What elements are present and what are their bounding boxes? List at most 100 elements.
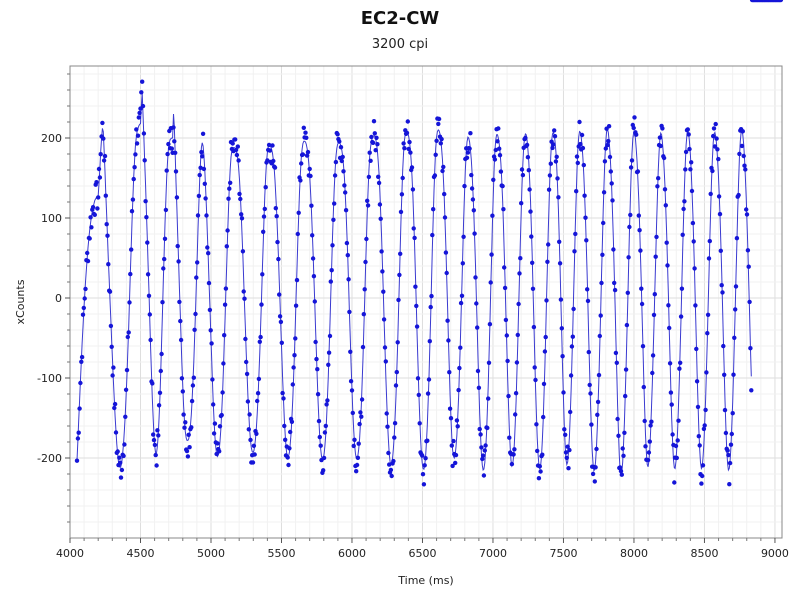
data-point (375, 142, 380, 147)
data-point (425, 391, 431, 396)
data-point (118, 460, 123, 465)
data-point (278, 319, 284, 325)
data-point (529, 234, 534, 239)
series-line (76, 93, 752, 476)
data-point (653, 254, 658, 259)
data-point (204, 213, 209, 218)
data-point (588, 391, 593, 396)
data-point (595, 399, 601, 405)
data-point (555, 176, 560, 181)
data-point (461, 234, 466, 239)
data-point (113, 430, 119, 435)
data-point (433, 152, 438, 157)
data-point (567, 447, 572, 453)
data-point (290, 382, 295, 387)
data-point (678, 360, 683, 365)
data-point (581, 162, 586, 168)
data-point (696, 434, 701, 439)
data-point (548, 161, 553, 166)
data-point (344, 240, 350, 246)
data-point (88, 215, 93, 220)
data-point (355, 455, 361, 460)
data-point (708, 191, 713, 197)
data-point (489, 252, 494, 257)
data-point (511, 452, 516, 457)
data-point (486, 360, 492, 365)
data-point (732, 335, 737, 340)
data-point (608, 169, 613, 174)
data-point (339, 158, 344, 164)
data-point (410, 187, 416, 192)
data-point (713, 121, 718, 127)
data-point (431, 207, 436, 212)
data-point (592, 479, 597, 484)
data-point (601, 220, 606, 226)
data-point (183, 420, 188, 425)
data-point (730, 411, 735, 416)
data-point (423, 456, 428, 461)
data-point (346, 277, 351, 282)
data-point (92, 212, 98, 217)
grid (69, 66, 782, 538)
data-point (172, 139, 177, 144)
data-point (726, 452, 731, 458)
data-point (131, 176, 136, 182)
data-point (318, 443, 323, 448)
data-point (480, 453, 486, 458)
data-point (748, 346, 753, 351)
data-point (598, 313, 603, 318)
data-point (274, 214, 279, 219)
chart-subtitle: 3200 cpi (371, 37, 429, 52)
data-point (723, 430, 729, 436)
data-point (694, 346, 699, 352)
data-point (388, 467, 394, 473)
data-point (296, 210, 301, 215)
data-point (680, 232, 685, 237)
data-point (127, 300, 132, 305)
data-point (317, 434, 322, 440)
data-point (609, 181, 614, 186)
data-point (393, 383, 399, 388)
data-point (446, 338, 451, 343)
data-point (542, 349, 548, 354)
data-point (348, 379, 354, 384)
data-point (669, 402, 674, 407)
data-point (262, 206, 267, 212)
data-point (365, 203, 371, 208)
data-point (276, 256, 281, 262)
data-point (332, 173, 338, 178)
data-point (327, 333, 333, 339)
plot-area (69, 65, 783, 539)
data-point (169, 146, 174, 151)
data-point (706, 256, 712, 261)
data-point (618, 468, 624, 474)
data-point (80, 312, 86, 317)
data-point (376, 174, 381, 179)
data-point (459, 293, 465, 298)
data-point (96, 166, 102, 172)
data-point (662, 187, 668, 192)
data-point (300, 152, 306, 157)
data-point (255, 398, 260, 404)
data-point (166, 141, 171, 147)
data-point (445, 318, 450, 323)
data-point (277, 314, 283, 319)
data-point (242, 296, 247, 301)
data-point (503, 317, 509, 323)
data-point (417, 421, 422, 426)
data-point (552, 134, 558, 139)
data-point (685, 127, 690, 132)
data-point (277, 292, 282, 297)
data-point (140, 79, 145, 84)
data-point (652, 292, 657, 297)
data-point (98, 152, 103, 157)
data-point (347, 309, 352, 315)
data-point (243, 336, 248, 342)
data-point (112, 405, 117, 411)
data-point (228, 180, 233, 185)
data-point (177, 299, 182, 305)
data-point (156, 433, 161, 438)
data-point (699, 481, 704, 486)
data-point (457, 365, 462, 371)
data-point (620, 446, 625, 451)
